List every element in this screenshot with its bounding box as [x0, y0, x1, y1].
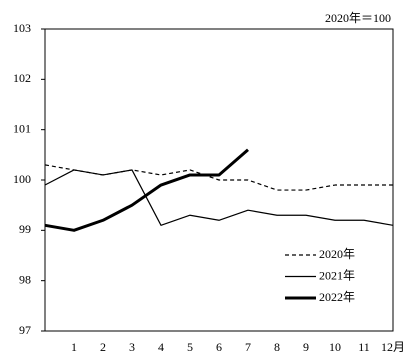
- x-tick-label: 10: [329, 340, 341, 352]
- y-tick-label: 102: [13, 71, 31, 85]
- x-tick-label: 9: [303, 340, 309, 352]
- y-tick-label: 99: [19, 222, 31, 236]
- legend-label: 2021年: [319, 268, 355, 282]
- x-tick-label: 7: [245, 340, 251, 352]
- annotation: 2020年＝100: [325, 11, 391, 25]
- x-tick-label: 11: [358, 340, 370, 352]
- x-tick-label: 6: [216, 340, 222, 352]
- series-line: [44, 148, 249, 232]
- x-tick-label: 5: [187, 340, 193, 352]
- x-tick-label: 3: [129, 340, 135, 352]
- y-tick-label: 97: [19, 323, 31, 337]
- series-line: [44, 164, 393, 191]
- y-tick-label: 101: [13, 121, 31, 135]
- x-tick-label: 4: [158, 340, 164, 352]
- legend-label: 2022年: [319, 290, 355, 304]
- x-tick-label: 12月: [381, 340, 403, 352]
- x-tick-label: 2: [100, 340, 106, 352]
- x-tick-label: 1: [71, 340, 77, 352]
- y-tick-label: 98: [19, 272, 31, 286]
- series-line: [44, 169, 394, 226]
- y-tick-label: 103: [13, 21, 31, 35]
- x-tick-label: 8: [274, 340, 280, 352]
- y-tick-label: 100: [13, 172, 31, 186]
- legend-label: 2020年: [319, 247, 355, 261]
